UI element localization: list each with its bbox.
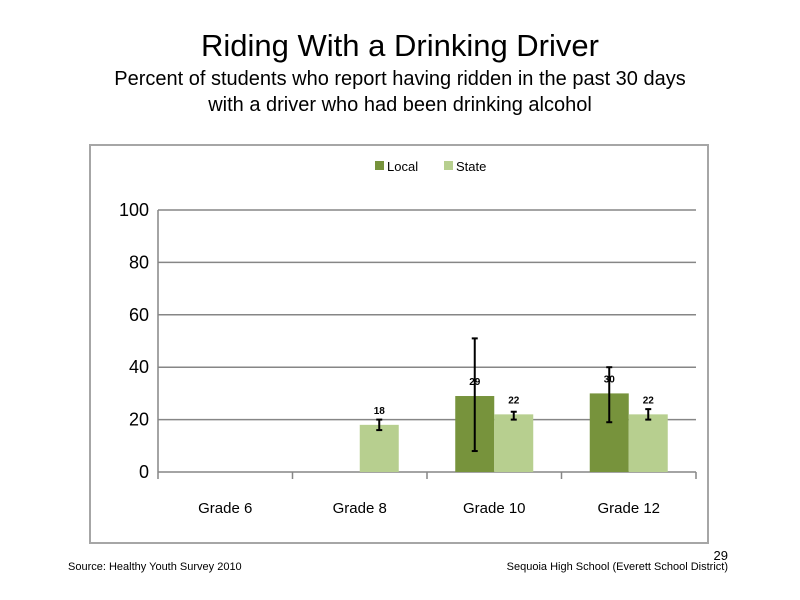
y-tick-label: 100 bbox=[119, 200, 149, 220]
subtitle-line-2: with a driver who had been drinking alco… bbox=[208, 94, 592, 116]
bar-state bbox=[494, 414, 534, 472]
x-tick-label: Grade 10 bbox=[463, 500, 526, 517]
legend-swatch-local bbox=[375, 161, 384, 170]
legend-swatch-state bbox=[444, 161, 453, 170]
data-label: 22 bbox=[508, 395, 520, 406]
subtitle-line-1: Percent of students who report having ri… bbox=[114, 68, 686, 90]
y-tick-label: 40 bbox=[129, 357, 149, 377]
school-name: Sequoia High School (Everett School Dist… bbox=[506, 561, 728, 573]
chart-title: Riding With a Drinking Driver bbox=[201, 28, 599, 63]
y-tick-label: 60 bbox=[129, 305, 149, 325]
chart-frame bbox=[89, 144, 709, 544]
page-number: 29 bbox=[713, 548, 728, 563]
chart-subtitle: Percent of students who report having ri… bbox=[0, 66, 800, 118]
data-label: 18 bbox=[374, 406, 386, 417]
bar-state bbox=[359, 424, 399, 472]
legend-label-local: Local bbox=[387, 159, 418, 174]
y-tick-label: 0 bbox=[139, 462, 149, 482]
legend-label-state: State bbox=[456, 159, 486, 174]
bar-state bbox=[628, 414, 668, 472]
x-tick-label: Grade 12 bbox=[597, 500, 660, 517]
source-note: Source: Healthy Youth Survey 2010 bbox=[68, 561, 242, 573]
y-tick-label: 20 bbox=[129, 410, 149, 430]
data-label: 29 bbox=[469, 377, 481, 388]
x-tick-label: Grade 6 bbox=[198, 500, 252, 517]
y-tick-label: 80 bbox=[129, 252, 149, 272]
data-label: 22 bbox=[643, 395, 655, 406]
x-tick-label: Grade 8 bbox=[333, 500, 387, 517]
data-label: 30 bbox=[604, 374, 616, 385]
